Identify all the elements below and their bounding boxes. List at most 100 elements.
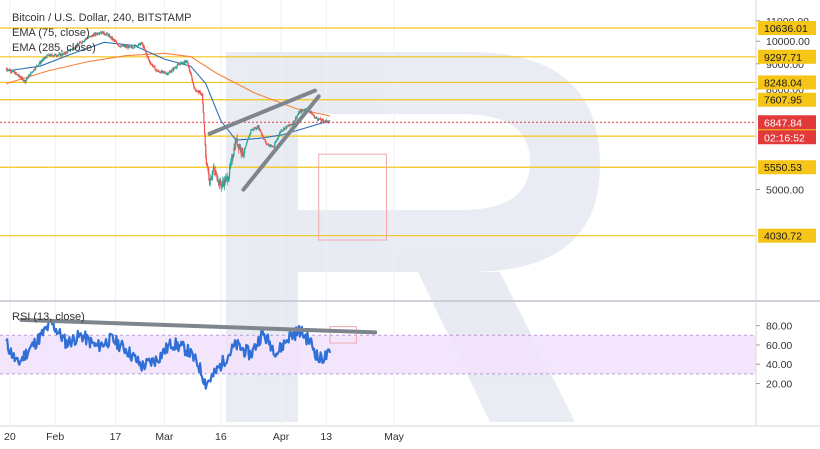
candlestick	[76, 42, 78, 48]
candle-body	[194, 87, 196, 90]
candle-body	[224, 178, 226, 186]
ema-75-line	[6, 41, 331, 141]
candle-body	[280, 129, 282, 133]
candlestick	[151, 63, 154, 67]
candle-body	[31, 71, 34, 73]
candle-body	[44, 57, 46, 59]
candlestick	[19, 75, 21, 78]
candlestick	[218, 177, 220, 186]
candlestick	[264, 139, 266, 143]
candlestick	[220, 181, 223, 192]
candlestick	[261, 132, 263, 137]
candle-body	[282, 129, 284, 131]
candlestick	[121, 44, 123, 47]
candle-body	[152, 66, 154, 67]
target-zone-box	[318, 153, 388, 241]
candle-body	[254, 127, 256, 129]
candle-body	[139, 43, 142, 46]
candlestick	[183, 60, 185, 64]
candlestick	[165, 71, 167, 75]
candle-body	[87, 37, 90, 39]
candlestick	[167, 73, 169, 76]
candlestick	[232, 154, 234, 165]
candle-body	[30, 72, 32, 74]
rsi-resistance-line[interactable]	[19, 317, 378, 335]
candle-body	[95, 33, 97, 35]
candle-body	[142, 44, 144, 48]
candlestick	[20, 76, 22, 81]
candle-body	[226, 176, 228, 178]
candlestick	[61, 53, 63, 57]
rsi-line	[5, 318, 332, 390]
candlestick	[33, 68, 36, 71]
candlestick	[269, 144, 272, 148]
candle-body	[256, 128, 258, 130]
candle-body	[26, 76, 29, 79]
candlestick	[203, 123, 206, 136]
candle-body	[63, 52, 65, 54]
candle-body	[154, 66, 156, 70]
candle-body	[109, 36, 111, 38]
candlestick	[233, 143, 235, 157]
candle-body	[95, 34, 98, 35]
candlestick	[215, 170, 217, 178]
candle-body	[257, 125, 260, 129]
candlestick	[262, 136, 265, 141]
candle-body	[13, 72, 15, 73]
price-level-label: 7607.95	[764, 95, 802, 107]
candle-body	[197, 90, 199, 92]
candle-body	[53, 54, 56, 56]
candlestick	[241, 147, 243, 157]
candlestick	[311, 112, 313, 115]
candle-body	[149, 62, 152, 65]
candlestick	[259, 128, 261, 132]
candle-body	[96, 33, 98, 35]
candlestick	[91, 34, 93, 37]
candlestick	[225, 175, 228, 182]
candle-body	[46, 54, 48, 58]
candlestick	[164, 71, 166, 74]
candle-body	[316, 117, 318, 119]
candlestick	[12, 69, 14, 72]
candlestick	[250, 128, 252, 134]
candlestick	[133, 46, 135, 49]
candle-body	[27, 76, 29, 78]
lower-wedge-line[interactable]	[241, 94, 321, 192]
candlestick	[16, 74, 19, 76]
candle-body	[239, 145, 241, 149]
candle-body	[60, 54, 62, 56]
time-axis[interactable]: 20 Feb 17 Mar 16 Apr 13 May	[0, 425, 820, 443]
candlestick	[9, 69, 11, 72]
candle-body	[321, 119, 324, 121]
candlestick	[77, 42, 79, 45]
candle-body	[102, 31, 105, 35]
candlestick	[82, 41, 85, 43]
candle-body	[212, 168, 214, 172]
candle-body	[234, 140, 236, 150]
candlestick	[286, 125, 288, 127]
candlestick	[122, 45, 125, 47]
candle-body	[309, 111, 312, 112]
candle-body	[124, 45, 126, 47]
candlestick	[257, 125, 260, 131]
candle-body	[28, 75, 30, 78]
candle-body	[69, 49, 71, 51]
candle-body	[122, 45, 124, 47]
candlestick	[183, 60, 186, 65]
candle-body	[286, 125, 288, 129]
candlestick	[43, 58, 45, 61]
candlestick	[102, 31, 104, 35]
candle-body	[259, 129, 261, 132]
candlestick	[188, 65, 191, 72]
candlestick	[90, 35, 92, 38]
candle-body	[18, 74, 20, 76]
candlestick	[22, 77, 24, 82]
candlestick	[221, 183, 223, 190]
candle-body	[156, 71, 159, 72]
candle-body	[279, 132, 281, 135]
upper-wedge-line[interactable]	[207, 88, 317, 136]
candlestick	[191, 75, 193, 82]
candle-body	[291, 124, 293, 126]
